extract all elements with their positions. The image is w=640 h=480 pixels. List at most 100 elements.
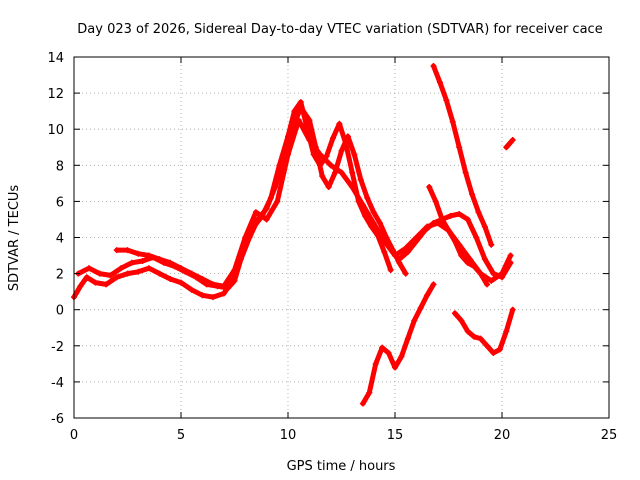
y-tick-label: 12	[47, 87, 64, 102]
data-point	[381, 248, 388, 255]
data-point	[199, 276, 206, 283]
data-point	[351, 151, 358, 158]
data-point	[471, 333, 478, 340]
data-point	[509, 137, 516, 144]
series-line	[426, 184, 490, 287]
data-point	[370, 220, 377, 227]
data-point	[225, 285, 232, 292]
data-point	[456, 211, 463, 218]
data-point	[451, 238, 458, 245]
data-point	[118, 265, 125, 272]
data-point	[338, 147, 345, 154]
series-line	[75, 105, 409, 291]
series-track-h	[359, 281, 437, 407]
y-tick-label: 8	[56, 159, 64, 174]
data-point	[464, 216, 471, 223]
data-point	[349, 169, 356, 176]
data-point	[381, 238, 388, 245]
data-point	[252, 209, 259, 216]
data-point	[496, 346, 503, 353]
data-point	[92, 279, 99, 286]
data-point	[421, 227, 428, 234]
data-point	[456, 144, 463, 151]
data-point	[285, 151, 291, 158]
data-point	[231, 266, 238, 273]
data-point	[464, 259, 471, 266]
data-point	[325, 183, 332, 190]
data-point	[128, 259, 135, 266]
data-point	[451, 310, 458, 317]
data-point	[231, 277, 238, 284]
data-point	[507, 252, 514, 259]
data-point	[490, 270, 497, 277]
data-point	[488, 241, 495, 248]
data-point	[220, 283, 227, 290]
data-point	[317, 151, 324, 158]
data-point	[372, 360, 379, 367]
data-point	[349, 183, 356, 190]
data-point	[484, 281, 491, 288]
data-point	[392, 252, 398, 259]
data-point	[124, 247, 131, 254]
data-point	[113, 247, 120, 254]
data-point	[507, 259, 514, 266]
chart-title: Day 023 of 2026, Sidereal Day-to-day VTE…	[77, 22, 602, 37]
data-point	[379, 344, 386, 351]
data-point	[366, 389, 373, 396]
data-point	[338, 169, 345, 176]
series-line	[114, 117, 514, 289]
grid	[74, 57, 609, 418]
y-tick-label: 14	[47, 51, 64, 66]
series-track-e	[426, 183, 491, 288]
series-track-f	[430, 63, 495, 248]
data-point	[473, 234, 480, 241]
data-point	[449, 118, 456, 125]
data-point	[509, 306, 516, 313]
data-point	[113, 274, 120, 281]
data-point	[458, 252, 465, 259]
data-point	[464, 328, 471, 335]
data-point	[107, 272, 114, 279]
data-point	[263, 205, 270, 212]
data-point	[319, 173, 326, 180]
data-point	[255, 216, 262, 223]
data-point	[488, 277, 495, 284]
data-point	[402, 270, 409, 277]
data-point	[458, 317, 465, 324]
data-point	[471, 263, 478, 270]
data-point	[167, 276, 174, 283]
data-point	[443, 97, 450, 104]
data-point	[145, 265, 152, 272]
data-point	[139, 257, 146, 264]
data-point	[178, 279, 184, 286]
data-point	[357, 176, 364, 183]
data-point	[306, 117, 313, 124]
data-point	[404, 335, 411, 342]
data-point	[475, 209, 482, 216]
data-point	[426, 183, 433, 190]
data-point	[432, 198, 439, 205]
data-point	[447, 212, 454, 219]
data-point	[274, 198, 281, 205]
data-point	[392, 364, 398, 371]
data-point	[377, 220, 384, 227]
y-tick-label: 6	[56, 195, 64, 210]
data-point	[103, 281, 110, 288]
data-point	[387, 266, 394, 273]
data-point	[477, 270, 484, 277]
x-tick-label: 5	[177, 428, 185, 443]
series-line	[503, 137, 516, 150]
data-point	[188, 270, 195, 277]
data-point	[490, 350, 497, 357]
y-tick-label: 4	[56, 232, 64, 247]
x-tick-label: 0	[70, 428, 78, 443]
data-point	[445, 227, 452, 234]
x-axis-label: GPS time / hours	[287, 459, 396, 474]
data-point	[178, 265, 184, 272]
data-point	[417, 304, 424, 311]
data-point	[462, 169, 469, 176]
y-tick-label: -6	[51, 412, 64, 427]
data-point	[188, 286, 195, 293]
y-tick-label: 2	[56, 268, 64, 283]
data-point	[272, 183, 279, 190]
